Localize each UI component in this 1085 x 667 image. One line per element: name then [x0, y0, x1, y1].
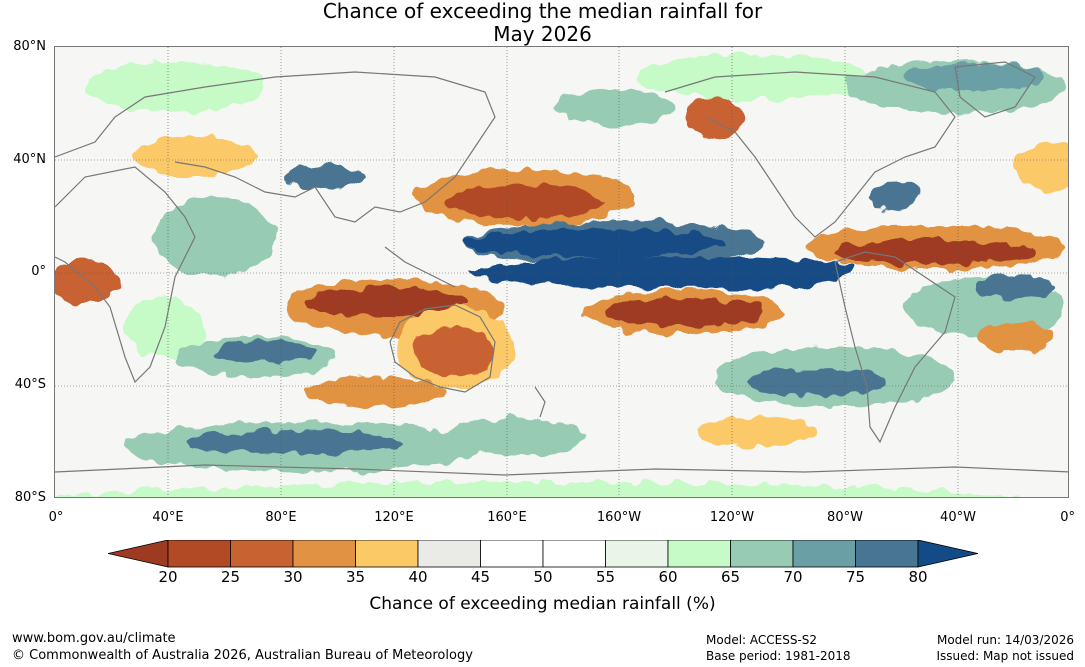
colorbar-tick-label: 65 — [720, 568, 741, 586]
lon-label-0: 0° — [48, 510, 64, 525]
region-orange — [305, 377, 445, 407]
colorbar-segments — [167, 540, 919, 568]
lon-label-120e: 120°E — [374, 510, 414, 525]
lat-label-80n: 80°N — [13, 39, 46, 54]
coastlines — [55, 61, 1068, 476]
colorbar-segment — [417, 540, 481, 568]
colorbar-tick-label: 45 — [470, 568, 491, 586]
colorbar-high-arrow — [917, 540, 978, 568]
colorbar-segment — [792, 540, 856, 568]
footer-website[interactable]: www.bom.gov.au/climate — [12, 631, 176, 646]
australia-coast — [389, 304, 496, 393]
region-orange-light — [1015, 142, 1068, 192]
colorbar-tick-label: 60 — [658, 568, 678, 586]
colorbar-segment — [855, 540, 919, 568]
region-orange-light — [695, 417, 815, 447]
colorbar — [108, 540, 978, 568]
region-orange — [975, 322, 1055, 352]
africa-coast — [55, 166, 196, 384]
footer-model-run: Model run: 14/03/2026 — [936, 633, 1074, 647]
lat-label-40n: 40°N — [13, 152, 46, 167]
lat-label-40s: 40°S — [14, 377, 46, 392]
colorbar-tick-label: 30 — [283, 568, 303, 586]
colorbar-segment — [605, 540, 669, 568]
lon-label-40w: 40°W — [940, 510, 976, 525]
region-teal — [155, 197, 275, 277]
map-canvas — [55, 47, 1068, 497]
region-blue-strong — [465, 229, 725, 257]
region-green — [635, 55, 875, 99]
colorbar-tick-label: 75 — [845, 568, 866, 586]
footer-right: Model run: 14/03/2026 Issued: Map not is… — [936, 632, 1074, 664]
footer-issued: Issued: Map not issued — [936, 649, 1074, 663]
region-brown-dark — [605, 298, 765, 326]
nz-coast — [534, 386, 546, 418]
lon-label-120w: 120°W — [709, 510, 755, 525]
north-america-coast — [664, 71, 956, 238]
colorbar-segment — [167, 540, 231, 568]
region-teal — [445, 417, 585, 457]
region-blue — [745, 368, 885, 396]
colorbar-segment — [480, 540, 544, 568]
lon-label-0-east: 0° — [1060, 510, 1075, 525]
colorbar-tick-label: 70 — [783, 568, 803, 586]
colorbar-segment — [230, 540, 294, 568]
footer-middle: Model: ACCESS-S2 Base period: 1981-2018 — [706, 632, 851, 664]
region-teal — [555, 89, 675, 125]
region-blue — [285, 165, 365, 189]
lon-label-40e: 40°E — [152, 510, 184, 525]
south-america-coast — [834, 251, 956, 444]
colorbar-segment — [355, 540, 419, 568]
region-blue — [185, 430, 405, 454]
region-brown-light — [55, 260, 120, 304]
region-blue — [870, 182, 920, 212]
maritime-se-asia — [384, 246, 456, 288]
colorbar-tick-label: 50 — [533, 568, 553, 586]
title-line-2: May 2026 — [493, 22, 592, 46]
colorbar-segment — [542, 540, 606, 568]
colorbar-tick-label: 35 — [345, 568, 366, 586]
lon-label-80e: 80°E — [265, 510, 297, 525]
lon-label-160w: 160°W — [596, 510, 642, 525]
graticule — [55, 47, 1068, 497]
colorbar-tick-label: 25 — [220, 568, 241, 586]
colorbar-segment — [730, 540, 794, 568]
region-orange-light — [135, 137, 255, 177]
footer-base-period: Base period: 1981-2018 — [706, 649, 851, 663]
colorbar-label: Chance of exceeding median rainfall (%) — [369, 594, 716, 614]
lat-label-0: 0° — [31, 264, 46, 279]
region-green — [58, 482, 1012, 497]
footer-model: Model: ACCESS-S2 — [706, 633, 818, 647]
region-green — [85, 62, 265, 112]
greenland-coast — [954, 61, 1036, 118]
colorbar-tick-label: 20 — [158, 568, 178, 586]
colorbar-low-arrow — [108, 540, 169, 568]
footer-copyright: © Commonwealth of Australia 2026, Austra… — [12, 648, 473, 663]
region-blue — [215, 342, 315, 362]
lat-label-80s: 80°S — [14, 490, 46, 505]
title-line-1: Chance of exceeding the median rainfall … — [322, 0, 763, 23]
colorbar-tick-label: 80 — [908, 568, 928, 586]
region-brown-dark — [835, 240, 1035, 264]
colorbar-segment — [667, 540, 731, 568]
antarctica-coast — [55, 464, 1068, 476]
region-brown — [445, 186, 605, 218]
colorbar-tick-label: 55 — [595, 568, 616, 586]
lon-label-160e: 160°E — [487, 510, 527, 525]
region-brown-light — [415, 327, 495, 377]
rainfall-map[interactable] — [54, 46, 1069, 498]
map-title: Chance of exceeding the median rainfall … — [0, 0, 1085, 46]
footer-left: www.bom.gov.au/climate © Commonwealth of… — [12, 630, 473, 664]
eurasia-coast — [55, 71, 496, 223]
colorbar-segment — [292, 540, 356, 568]
region-teal-dark — [905, 63, 1045, 91]
region-blue — [975, 275, 1055, 299]
region-blue-strong — [465, 256, 855, 289]
lon-label-80w: 80°W — [827, 510, 863, 525]
region-brown-light — [685, 97, 745, 137]
colorbar-tick-label: 40 — [408, 568, 428, 586]
